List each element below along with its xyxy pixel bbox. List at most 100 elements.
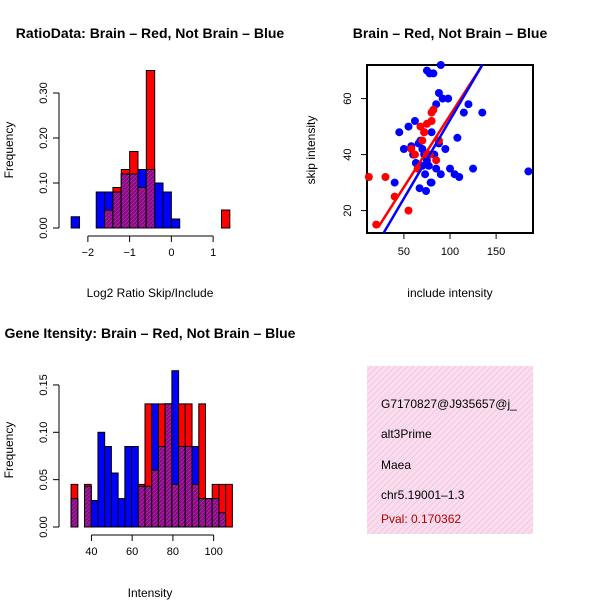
intensity-hist-bar-blue	[110, 472, 119, 528]
ratio-hist-bar-overlap	[145, 169, 156, 229]
scatter-point-red	[427, 117, 436, 125]
info-panel: G7170827@J935657@j_ alt3Prime Maea chr5.…	[367, 366, 533, 534]
intensity-hist-bar-overlap	[137, 485, 146, 528]
intensity-hist-bar-blue	[124, 446, 133, 528]
scatter-point-blue	[404, 122, 413, 131]
intensity-hist-y-tick-label: 0.00	[38, 516, 50, 537]
ratio-hist-bar-blue	[154, 182, 164, 229]
ratio-histogram-ylabel: Frequency	[2, 122, 16, 179]
scatter-point-blue	[422, 187, 431, 195]
scatter-y-tick-label: 20	[342, 204, 354, 216]
scatter-title: Brain – Red, Not Brain – Blue	[353, 25, 548, 41]
intensity-hist-bar-blue	[117, 498, 126, 528]
scatter-point-blue	[478, 108, 487, 117]
intensity-hist-bar-overlap	[164, 403, 173, 528]
scatter-point-red	[427, 108, 436, 117]
intensity-hist-y-tick-label: 0.05	[38, 469, 50, 490]
info-box	[367, 366, 533, 534]
intensity-hist-x-tick-label: 40	[85, 546, 97, 558]
intensity-hist-bar-overlap	[157, 446, 166, 528]
scatter-fit-line-red	[377, 64, 484, 229]
intensity-hist-bar-overlap	[184, 446, 193, 528]
ratio-hist-bar-blue	[70, 216, 81, 229]
scatter-point-blue	[464, 100, 473, 109]
scatter-point-red	[407, 145, 416, 153]
ratio-histogram-title: RatioData: Brain – Red, Not Brain – Blue	[16, 25, 285, 41]
intensity-histogram-panel: Gene Itensity: Brain – Red, Not Brain – …	[2, 325, 296, 600]
info-id: G7170827@J935657@j_	[381, 397, 517, 411]
ratio-hist-bar-blue	[170, 218, 181, 229]
scatter-xlabel: include intensity	[407, 286, 492, 300]
scatter-point-blue	[426, 178, 435, 187]
scatter-y-tick-label: 60	[342, 92, 354, 104]
ratio-hist-bar-overlap	[112, 191, 122, 229]
ratio-hist-bar-overlap	[120, 173, 131, 229]
ratio-hist-bar-overlap	[137, 187, 147, 229]
scatter-point-blue	[410, 117, 419, 125]
intensity-hist-bar-overlap	[204, 498, 213, 528]
ratio-hist-y-tick-label: 0.20	[38, 127, 50, 148]
scatter-point-blue	[429, 69, 438, 78]
ratio-hist-bar-overlap	[129, 173, 139, 229]
intensity-hist-bar-overlap	[151, 469, 159, 528]
scatter-point-blue	[469, 164, 478, 173]
ratio-histogram-xlabel: Log2 Ratio Skip/Include	[87, 286, 214, 300]
ratio-hist-bar-blue	[95, 191, 106, 229]
scatter-point-blue	[444, 94, 453, 103]
intensity-hist-bar-red	[225, 483, 233, 528]
ratio-hist-x-tick-label: −1	[123, 247, 136, 259]
scatter-point-blue	[459, 108, 468, 117]
scatter-point-red	[364, 173, 373, 181]
scatter-point-blue	[395, 128, 404, 137]
scatter-point-blue	[399, 145, 408, 153]
ratio-hist-bar-red	[220, 209, 231, 229]
ratio-hist-bar-overlap	[104, 209, 114, 229]
intensity-hist-x-tick-label: 60	[126, 546, 138, 558]
ratio-hist-y-tick-label: 0.30	[38, 82, 50, 103]
intensity-hist-bar-blue	[131, 446, 139, 528]
scatter-point-blue	[427, 128, 436, 137]
info-pval: Pval: 0.170362	[381, 512, 461, 526]
intensity-histogram-title: Gene Itensity: Brain – Red, Not Brain – …	[5, 325, 296, 341]
scatter-point-blue	[438, 94, 447, 103]
intensity-hist-bar-overlap	[70, 498, 79, 528]
intensity-hist-bar-overlap	[178, 446, 186, 528]
intensity-histogram-xlabel: Intensity	[128, 586, 173, 600]
scatter-point-blue	[455, 173, 464, 181]
scatter-point-red	[420, 128, 429, 137]
intensity-hist-bar-overlap	[191, 483, 200, 528]
scatter-point-red	[381, 173, 390, 181]
scatter-point-blue	[436, 170, 445, 179]
scatter-point-blue	[441, 145, 450, 153]
scatter-point-blue	[415, 184, 424, 193]
scatter-plot: 50 100 150 20 40 60	[342, 61, 533, 258]
intensity-hist-bar-blue	[104, 446, 112, 528]
info-gene: Maea	[381, 458, 411, 472]
scatter-panel: Brain – Red, Not Brain – Blue 50 100 150 20…	[304, 25, 547, 300]
intensity-hist-y-tick-label: 0.10	[38, 422, 50, 443]
scatter-point-blue	[446, 164, 454, 173]
intensity-histogram-plot: 40 60 80 100 0.00 0.05 0.10 0.15	[38, 370, 233, 558]
ratio-hist-x-tick-label: −2	[82, 247, 95, 259]
scatter-y-tick-label: 40	[342, 148, 354, 160]
scatter-ylabel: skip intensity	[304, 116, 318, 185]
scatter-point-blue	[432, 164, 441, 173]
ratio-histogram-panel: RatioData: Brain – Red, Not Brain – Blue…	[2, 25, 284, 300]
scatter-point-blue	[424, 161, 433, 170]
intensity-hist-bar-blue	[90, 499, 99, 528]
intensity-hist-y-tick-label: 0.15	[38, 374, 50, 395]
scatter-fit-line-blue	[382, 64, 484, 234]
scatter-point-red	[418, 136, 427, 145]
ratio-hist-x-tick-label: 0	[168, 247, 174, 259]
ratio-hist-bar-blue	[162, 191, 172, 229]
scatter-point-blue	[453, 133, 462, 142]
intensity-hist-x-tick-label: 80	[167, 546, 179, 558]
ratio-histogram-plot: −2 −1 0 1 0.00 0.10 0.20 0.30	[38, 70, 231, 259]
scatter-point-blue	[524, 167, 533, 176]
scatter-point-red	[404, 206, 413, 215]
intensity-hist-bar-overlap	[171, 483, 180, 528]
ratio-hist-x-tick-label: 1	[210, 247, 216, 259]
scatter-x-tick-label: 50	[398, 246, 410, 258]
intensity-hist-bar-overlap	[144, 485, 153, 528]
